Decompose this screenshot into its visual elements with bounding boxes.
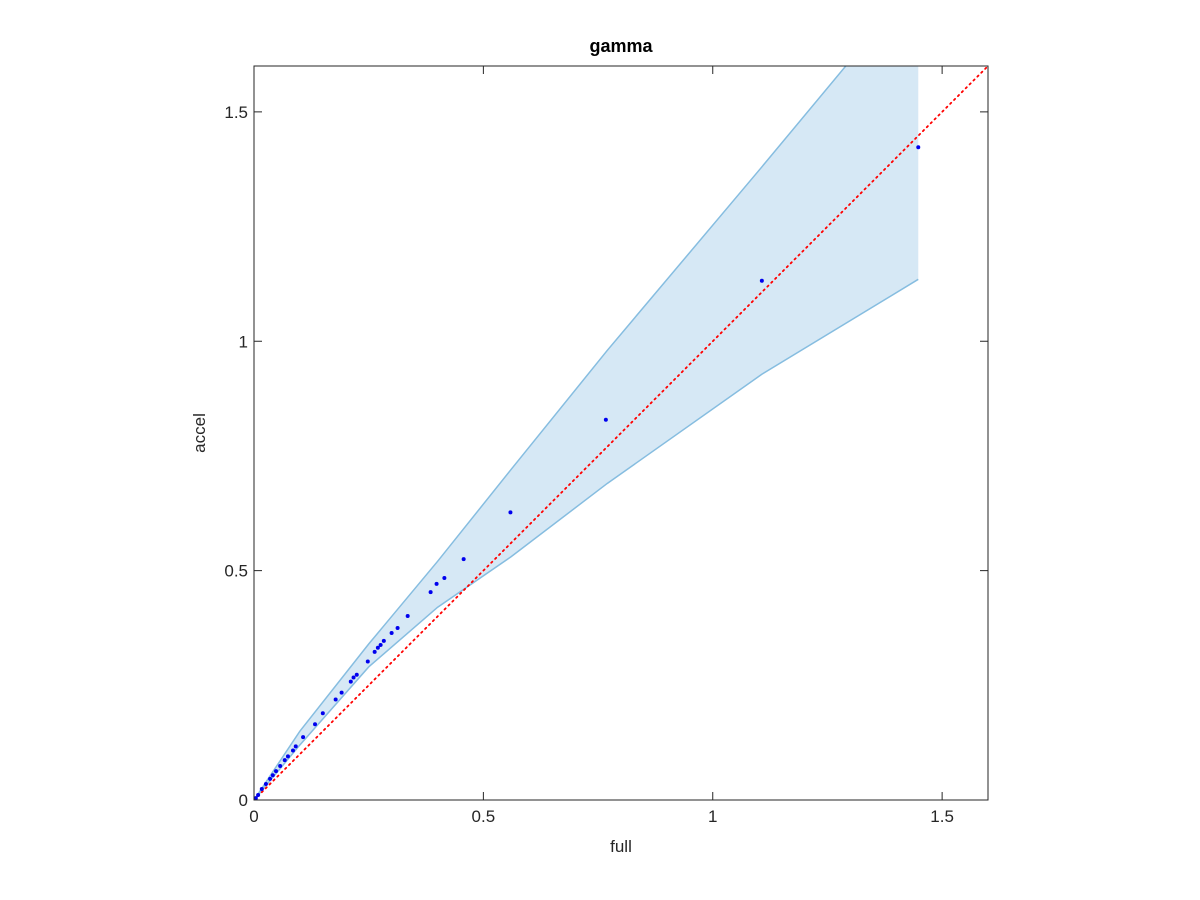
point bbox=[395, 625, 400, 630]
point bbox=[259, 786, 264, 791]
point bbox=[320, 711, 325, 716]
x-tick-label: 0.5 bbox=[472, 807, 496, 826]
x-axis-label: full bbox=[610, 837, 632, 856]
point bbox=[375, 645, 380, 650]
axes-box bbox=[253, 65, 989, 801]
point bbox=[351, 675, 356, 680]
y-tick-label: 0 bbox=[239, 791, 248, 810]
axes: 0 0.5 1 1.5 0 0.5 1 1.5 bbox=[224, 66, 988, 826]
point bbox=[461, 557, 466, 562]
point bbox=[372, 649, 377, 654]
y-tick-label: 1.5 bbox=[224, 103, 248, 122]
point bbox=[270, 773, 275, 778]
point bbox=[442, 575, 447, 580]
point bbox=[348, 679, 353, 684]
point bbox=[389, 631, 394, 636]
point bbox=[365, 659, 370, 664]
x-tick-label: 1 bbox=[708, 807, 717, 826]
point bbox=[274, 769, 279, 774]
point bbox=[603, 417, 608, 422]
point bbox=[405, 614, 410, 619]
point bbox=[254, 796, 258, 800]
point bbox=[290, 748, 295, 753]
point bbox=[916, 145, 921, 150]
y-tick-label: 1 bbox=[239, 332, 248, 351]
x-tick-label: 0 bbox=[249, 807, 258, 826]
point bbox=[293, 744, 298, 749]
point bbox=[354, 672, 359, 677]
y-tick-label: 0.5 bbox=[224, 562, 248, 581]
point bbox=[278, 764, 283, 769]
point bbox=[285, 754, 290, 759]
point bbox=[339, 690, 344, 695]
reference-line bbox=[254, 66, 988, 800]
point bbox=[428, 590, 433, 595]
x-tick-label: 1.5 bbox=[930, 807, 954, 826]
point bbox=[268, 776, 273, 781]
point bbox=[759, 278, 764, 283]
band-edge bbox=[254, 278, 919, 800]
point bbox=[263, 781, 268, 786]
plot-area bbox=[254, 66, 988, 800]
point bbox=[282, 758, 287, 763]
point bbox=[381, 638, 386, 643]
point bbox=[333, 697, 338, 702]
point bbox=[378, 642, 383, 647]
point bbox=[256, 792, 261, 797]
point bbox=[434, 581, 439, 586]
point bbox=[301, 735, 306, 740]
chart-title: gamma bbox=[589, 36, 653, 56]
point bbox=[508, 510, 513, 515]
point bbox=[313, 722, 318, 727]
y-axis-label: accel bbox=[190, 413, 209, 453]
confidence-band bbox=[254, 66, 919, 800]
band-edge bbox=[254, 66, 847, 800]
